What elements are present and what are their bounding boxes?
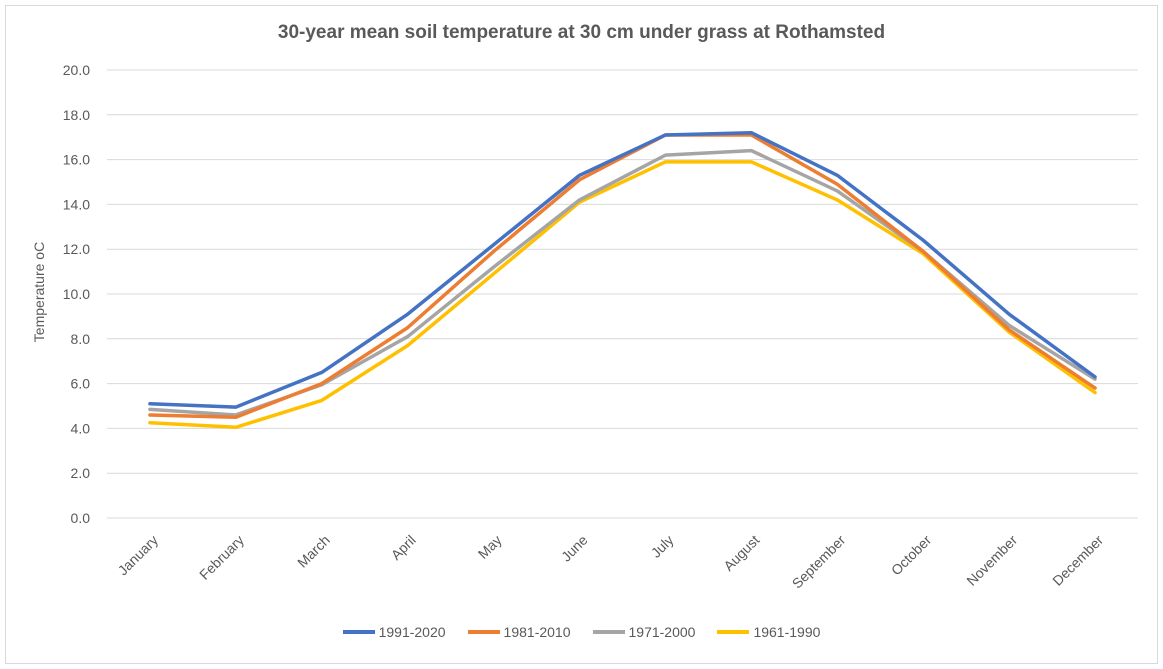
series-lines [148, 130, 1097, 430]
y-tick-label: 20.0 [63, 62, 90, 78]
x-tick-label: May [475, 532, 505, 562]
legend-swatch [717, 630, 750, 634]
legend-swatch [592, 630, 625, 634]
gridlines [107, 69, 1138, 519]
x-tick-label: July [648, 532, 677, 561]
chart-title: 30-year mean soil temperature at 30 cm u… [277, 22, 886, 43]
x-tick-label: December [1049, 532, 1106, 589]
legend-swatch [342, 630, 375, 634]
y-tick-label: 18.0 [63, 107, 90, 123]
series-line-1991-2020 [148, 130, 1097, 409]
legend-item: 1991-2020 [342, 624, 446, 640]
x-axis-ticks: January February March April May June July Augu… [115, 532, 1107, 592]
legend-swatch [467, 630, 500, 634]
x-tick-label: January [115, 532, 162, 579]
x-tick-label: August [720, 532, 762, 574]
x-tick-label: June [558, 532, 591, 565]
y-tick-label: 16.0 [63, 152, 90, 168]
x-tick-label: February [196, 532, 247, 583]
x-tick-label: September [789, 532, 849, 592]
legend-label: 1961-1990 [753, 624, 821, 640]
x-tick-label: April [388, 532, 419, 563]
y-axis-title: Temperature oC [31, 242, 47, 342]
x-tick-label: October [888, 532, 935, 579]
y-tick-label: 2.0 [71, 465, 91, 481]
legend-item: 1961-1990 [717, 624, 820, 640]
legend: 1991-2020 1981-2010 1971-2000 1961-1990 [0, 624, 1163, 640]
y-tick-label: 4.0 [71, 420, 91, 436]
legend-label: 1991-2020 [378, 624, 446, 640]
y-tick-label: 14.0 [63, 196, 90, 212]
series-line-1961-1990 [148, 160, 1097, 430]
x-tick-label: November [963, 532, 1020, 589]
y-tick-label: 12.0 [63, 241, 90, 257]
x-tick-label: March [294, 532, 333, 571]
series-line-1981-2010 [148, 133, 1097, 419]
y-tick-label: 10.0 [63, 286, 90, 302]
y-axis-ticks: 0.0 2.0 4.0 6.0 8.0 10.0 12.0 14.0 16.0 18.0 20.0 [63, 62, 90, 526]
legend-label: 1981-2010 [503, 624, 571, 640]
legend-label: 1971-2000 [628, 624, 696, 640]
y-tick-label: 6.0 [71, 376, 91, 392]
legend-item: 1971-2000 [592, 624, 696, 640]
y-tick-label: 0.0 [71, 510, 91, 526]
y-tick-label: 8.0 [71, 331, 91, 347]
legend-item: 1981-2010 [467, 624, 571, 640]
